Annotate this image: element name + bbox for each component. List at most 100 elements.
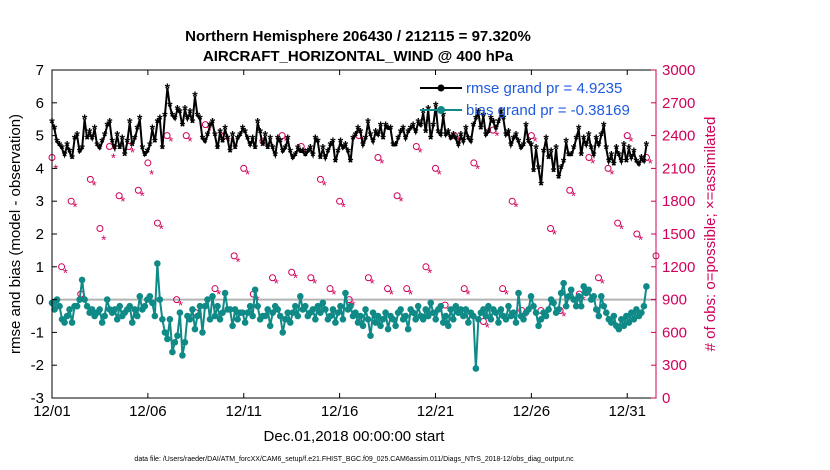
rmse-point: * xyxy=(187,105,193,121)
bias-point xyxy=(424,312,432,320)
y2-tick-label: 1500 xyxy=(662,226,695,243)
rmse-point: * xyxy=(343,137,349,153)
bias-point xyxy=(492,309,500,317)
bias-point xyxy=(329,306,337,313)
bias-point xyxy=(179,352,186,359)
obs-possible-marker xyxy=(144,159,152,167)
bias-point xyxy=(78,276,86,284)
bias-point xyxy=(530,302,537,310)
rmse-point: * xyxy=(290,151,296,167)
obs-possible-marker xyxy=(508,197,516,205)
legend-bias-marker xyxy=(437,106,445,114)
rmse-point: * xyxy=(508,137,514,153)
legend-rmse-marker xyxy=(437,84,445,92)
rmse-point: * xyxy=(202,134,208,150)
rmse-point: * xyxy=(117,141,123,157)
rmse-point: * xyxy=(631,144,637,160)
rmse-point: * xyxy=(496,114,502,130)
obs-possible-marker xyxy=(604,164,612,172)
y2-tick-label: 3000 xyxy=(662,62,695,79)
obs-assimilated-marker: * xyxy=(590,156,595,171)
bias-point xyxy=(103,296,111,303)
rmse-point: * xyxy=(232,141,238,157)
bias-point xyxy=(128,319,136,326)
bias-point xyxy=(231,306,239,313)
bias-point xyxy=(327,312,334,320)
rmse-point: * xyxy=(323,151,329,167)
rmse-point: * xyxy=(543,131,549,147)
rmse-point: * xyxy=(107,114,113,130)
rmse-point: * xyxy=(242,124,248,140)
rmse-point: * xyxy=(536,160,542,176)
rmse-point: * xyxy=(448,131,454,147)
y-tick-label: 2 xyxy=(36,226,44,243)
rmse-point: * xyxy=(205,128,211,144)
rmse-point: * xyxy=(220,134,226,150)
bias-point xyxy=(51,306,58,313)
rmse-point: * xyxy=(626,141,632,157)
bias-point xyxy=(264,306,271,313)
rmse-point: * xyxy=(373,124,379,140)
bias-point xyxy=(392,322,399,330)
rmse-point: * xyxy=(300,144,306,160)
rmse-point: * xyxy=(333,154,339,170)
obs-assimilated-marker: * xyxy=(274,276,279,291)
rmse-point: * xyxy=(481,108,487,124)
y2-tick-label: 2100 xyxy=(662,160,695,177)
bias-point xyxy=(126,302,134,310)
rmse-point: * xyxy=(94,137,100,153)
rmse-point: * xyxy=(200,131,206,147)
bias-point xyxy=(465,319,472,326)
rmse-point: * xyxy=(596,137,602,153)
bias-point xyxy=(81,296,88,303)
rmse-point: * xyxy=(431,118,437,134)
rmse-point: * xyxy=(641,154,647,170)
plot-area xyxy=(52,70,656,398)
rmse-point: * xyxy=(568,147,574,163)
rmse-point: * xyxy=(441,108,447,124)
x-tick-label: 12/31 xyxy=(608,403,646,420)
rmse-point: * xyxy=(325,144,331,160)
rmse-point: * xyxy=(298,144,304,160)
bias-point xyxy=(189,306,196,313)
rmse-point: * xyxy=(551,164,557,180)
rmse-point: * xyxy=(365,114,371,130)
bias-point xyxy=(600,302,608,310)
bias-point xyxy=(402,312,409,320)
rmse-point: * xyxy=(591,147,597,163)
rmse-point: * xyxy=(87,124,93,140)
rmse-point: * xyxy=(104,118,110,134)
y2-axis-label: # of obs: o=possible; ×=assimilated xyxy=(702,117,719,352)
bias-point xyxy=(226,306,234,313)
rmse-point: * xyxy=(142,147,148,163)
bias-point xyxy=(630,315,638,323)
rmse-point: * xyxy=(295,141,301,157)
obs-possible-marker xyxy=(499,285,507,293)
obs-possible-marker xyxy=(297,143,305,151)
obs-possible-marker xyxy=(269,274,277,282)
bias-point xyxy=(570,296,577,303)
bias-point xyxy=(643,283,650,290)
bias-point xyxy=(527,293,535,300)
x-axis-label: Dec.01,2018 00:00:00 start xyxy=(264,428,446,445)
obs-possible-marker xyxy=(115,192,123,200)
obs-assimilated-marker: * xyxy=(178,298,183,313)
rmse-point: * xyxy=(360,137,366,153)
rmse-point: * xyxy=(135,121,141,137)
bias-point xyxy=(133,312,141,320)
rmse-point: * xyxy=(526,134,532,150)
y-tick-label: 0 xyxy=(36,292,44,309)
rmse-point: * xyxy=(84,131,90,147)
bias-point xyxy=(322,306,329,313)
obs-possible-marker xyxy=(470,159,478,167)
bias-point xyxy=(201,302,209,310)
obs-possible-marker xyxy=(307,274,315,282)
rmse-point: * xyxy=(330,134,336,150)
y-tick-label: -2 xyxy=(31,357,44,374)
rmse-point: * xyxy=(355,121,361,137)
bias-series xyxy=(48,260,650,372)
rmse-point: * xyxy=(170,108,176,124)
obs-assimilated-marker: * xyxy=(485,320,490,335)
obs-possible-marker xyxy=(153,219,161,227)
rmse-point: * xyxy=(363,131,369,147)
